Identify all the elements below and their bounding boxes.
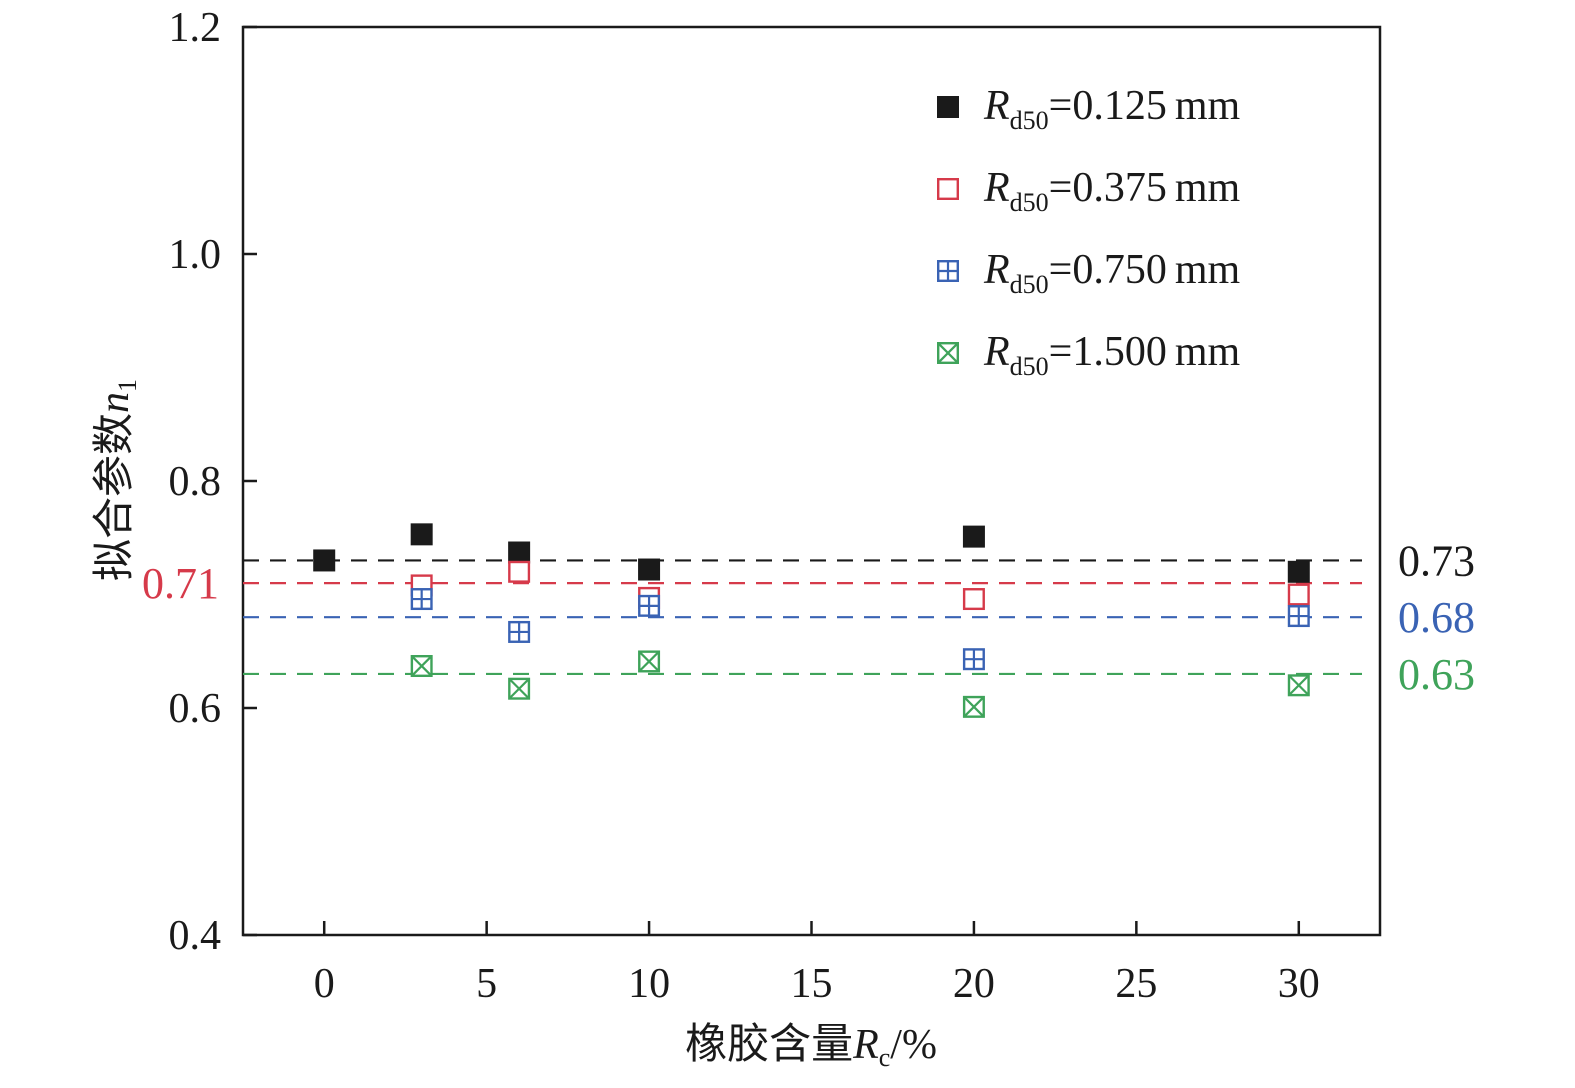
data-point-marker bbox=[313, 549, 336, 572]
data-point-mark-line bbox=[638, 650, 660, 673]
reference-line-label: 0.63 bbox=[1398, 650, 1475, 699]
data-point-marker bbox=[937, 177, 960, 200]
data-point bbox=[962, 648, 985, 671]
data-point bbox=[1287, 605, 1310, 628]
x-axis-title-var: R bbox=[852, 1022, 879, 1068]
legend-label-part: R bbox=[983, 247, 1010, 293]
x-axis-title: 橡胶含量Rc/% bbox=[685, 1019, 937, 1072]
data-point bbox=[1287, 583, 1310, 606]
reference-lines: 0.73 0.71 0.68 0.63 bbox=[142, 536, 1475, 699]
data-point-mark-line bbox=[508, 678, 530, 700]
y-tick-label: 1.2 bbox=[169, 5, 222, 51]
legend-label-part: =1.500 bbox=[1049, 329, 1167, 375]
y-axis-title-sub: 1 bbox=[113, 379, 142, 392]
data-point bbox=[962, 695, 985, 718]
data-point bbox=[1287, 674, 1310, 697]
legend-label-part: d50 bbox=[1010, 352, 1049, 381]
data-point-mark-line bbox=[1288, 674, 1310, 696]
data-point bbox=[508, 620, 531, 643]
data-points bbox=[313, 523, 1310, 718]
y-axis-title-var: n bbox=[92, 392, 138, 413]
legend-item: Rd50=0.750 mm bbox=[937, 247, 1241, 299]
legend-label-part: mm bbox=[1175, 83, 1241, 129]
data-point-marker bbox=[1287, 560, 1310, 583]
x-axis: 0 5 10 15 20 25 30 bbox=[314, 921, 1320, 1007]
legend-label-part: R bbox=[983, 165, 1010, 211]
x-axis-title-sub: c bbox=[879, 1043, 891, 1072]
x-axis-title-text: 橡胶含量 bbox=[685, 1019, 853, 1068]
legend-item: Rd50=0.125 mm bbox=[937, 83, 1241, 135]
x-tick-label: 20 bbox=[953, 961, 995, 1007]
legend-label-part: =0.750 bbox=[1049, 247, 1167, 293]
legend-label-part: R bbox=[983, 329, 1010, 375]
x-tick-label: 10 bbox=[628, 961, 670, 1007]
data-point-marker bbox=[1287, 583, 1310, 606]
data-point bbox=[410, 655, 433, 678]
data-point-marker bbox=[962, 525, 985, 548]
y-tick-label: 0.8 bbox=[169, 459, 222, 505]
legend-marker bbox=[937, 177, 960, 200]
legend-label-part: mm bbox=[1175, 165, 1241, 211]
data-point bbox=[410, 523, 433, 546]
x-tick-label: 0 bbox=[314, 961, 335, 1007]
data-point-marker bbox=[410, 523, 433, 546]
legend-label-part: =0.375 bbox=[1049, 165, 1167, 211]
reference-line-label: 0.68 bbox=[1398, 593, 1475, 642]
y-tick-label: 0.4 bbox=[169, 913, 222, 959]
data-point-marker bbox=[962, 588, 985, 611]
legend-label-part: =0.125 bbox=[1049, 83, 1167, 129]
data-point bbox=[410, 588, 433, 611]
legend-label-part: d50 bbox=[1010, 270, 1049, 299]
data-point bbox=[508, 560, 531, 583]
data-point-marker bbox=[508, 560, 531, 583]
legend-item: Rd50=0.375 mm bbox=[937, 165, 1241, 217]
x-tick-label: 25 bbox=[1115, 961, 1157, 1007]
data-point bbox=[1287, 560, 1310, 583]
y-axis: 0.4 0.6 0.8 1.0 1.2 bbox=[169, 5, 257, 959]
legend-label-part: d50 bbox=[1010, 188, 1049, 217]
legend-label: Rd50=0.375 mm bbox=[983, 165, 1241, 217]
data-point-marker bbox=[937, 96, 959, 118]
data-point bbox=[638, 594, 661, 617]
legend-label: Rd50=0.125 mm bbox=[983, 83, 1241, 135]
data-point-mark-line bbox=[937, 342, 959, 364]
series bbox=[410, 588, 1310, 671]
x-tick-label: 15 bbox=[791, 961, 833, 1007]
legend-marker bbox=[937, 96, 959, 118]
data-point-mark-line bbox=[411, 655, 433, 677]
data-point bbox=[962, 588, 985, 611]
data-point bbox=[313, 549, 336, 572]
x-tick-label: 5 bbox=[476, 961, 497, 1007]
data-point-marker bbox=[638, 558, 661, 581]
data-point bbox=[508, 677, 531, 700]
legend-label-part: mm bbox=[1175, 247, 1241, 293]
legend-marker bbox=[937, 342, 960, 365]
legend-label-part: R bbox=[983, 83, 1010, 129]
data-point bbox=[962, 525, 985, 548]
x-tick-label: 30 bbox=[1278, 961, 1320, 1007]
legend-label-part: mm bbox=[1175, 329, 1241, 375]
y-axis-title-text: 拟合参数 bbox=[89, 413, 138, 581]
y-axis-title: 拟合参数n1 bbox=[89, 379, 142, 581]
x-axis-title-unit: /% bbox=[890, 1022, 937, 1068]
legend-label-part: d50 bbox=[1010, 106, 1049, 135]
data-point bbox=[638, 650, 661, 673]
data-point bbox=[638, 558, 661, 581]
reference-line-label: 0.71 bbox=[142, 559, 219, 608]
data-point bbox=[508, 541, 531, 564]
legend-item: Rd50=1.500 mm bbox=[937, 329, 1241, 381]
data-point-marker bbox=[508, 541, 531, 564]
reference-line-label: 0.73 bbox=[1398, 536, 1475, 585]
legend-label: Rd50=1.500 mm bbox=[983, 329, 1241, 381]
y-tick-label: 0.6 bbox=[169, 686, 222, 732]
legend-marker bbox=[937, 260, 960, 283]
series bbox=[313, 523, 1310, 583]
y-tick-label: 1.0 bbox=[169, 232, 222, 278]
legend-label: Rd50=0.750 mm bbox=[983, 247, 1241, 299]
data-point-mark-line bbox=[963, 696, 985, 718]
series bbox=[410, 650, 1310, 718]
